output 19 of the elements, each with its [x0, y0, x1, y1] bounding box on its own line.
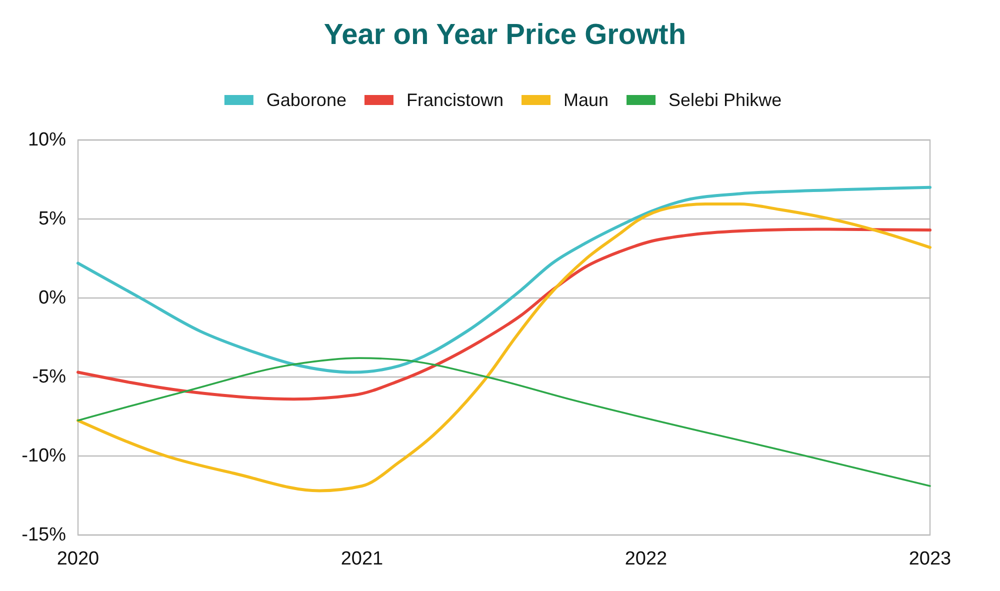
- legend-label: Selebi Phikwe: [668, 90, 782, 110]
- line-series: [76, 202, 932, 492]
- y-tick-label: 0%: [38, 288, 66, 308]
- legend-label: Gaborone: [266, 90, 346, 110]
- legend-label: Maun: [564, 90, 609, 110]
- y-tick-label: 10%: [28, 130, 66, 150]
- x-tick-label: 2021: [340, 548, 384, 570]
- y-tick-label: -15%: [22, 524, 66, 546]
- line-series: [76, 186, 932, 374]
- line-series: [77, 357, 931, 487]
- line-series: [76, 228, 932, 401]
- y-tick-label: 5%: [38, 208, 66, 230]
- x-tick-label: 2023: [908, 548, 952, 570]
- x-tick-label: 2022: [624, 548, 668, 570]
- y-tick-label: -5%: [32, 366, 66, 388]
- x-tick-label: 2020: [56, 548, 100, 570]
- y-tick-label: -10%: [22, 446, 66, 466]
- chart-title: Year on Year Price Growth: [324, 19, 686, 51]
- legend-label: Francistown: [406, 90, 504, 110]
